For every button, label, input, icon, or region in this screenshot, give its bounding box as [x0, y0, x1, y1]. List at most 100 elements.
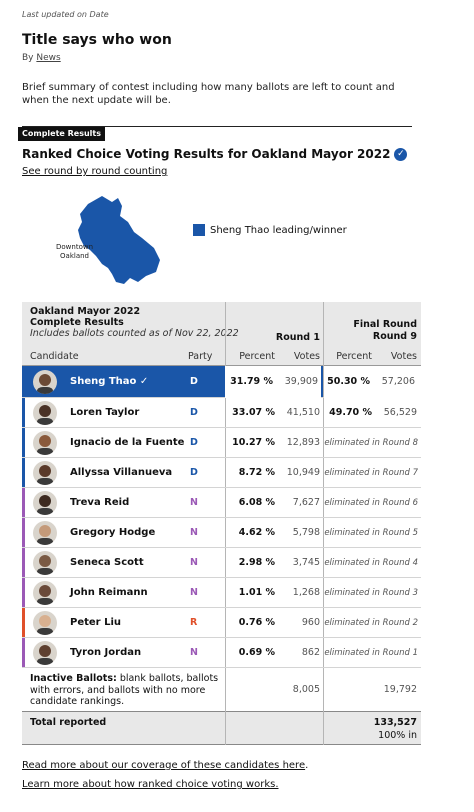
avatar-image [33, 581, 57, 605]
avatar-image [33, 491, 57, 515]
divider [323, 578, 324, 607]
candidate-name: Gregory Hodge [70, 527, 155, 538]
round1-header: Round 1 [275, 332, 320, 343]
coverage-link[interactable]: Read more about our coverage of these ca… [22, 760, 306, 771]
coverage-link-suffix: . [305, 760, 309, 771]
rcv-explainer-link[interactable]: Learn more about how ranked choice votin… [22, 779, 279, 790]
divider [225, 548, 226, 577]
footer-link1-wrap: Read more about our coverage of these ca… [22, 760, 308, 771]
avatar-image [33, 551, 57, 575]
col-percent-r9: Percent [336, 351, 372, 362]
candidate-row: Seneca Scott N 2.98 % 3,745 eliminated in Ro… [22, 548, 421, 578]
candidate-avatar [33, 581, 57, 605]
round1-percent: 1.01 % [238, 587, 275, 598]
round1-percent: 8.72 % [238, 467, 275, 478]
round1-votes: 39,909 [282, 376, 320, 387]
party-stripe [22, 548, 25, 577]
candidate-name: Treva Reid [70, 497, 129, 508]
round1-percent: 4.62 % [238, 527, 275, 538]
candidate-name-text: Tyron Jordan [70, 647, 142, 658]
party-stripe [22, 578, 25, 607]
divider [323, 458, 324, 487]
footer-link2-wrap: Learn more about how ranked choice votin… [22, 779, 279, 790]
divider [225, 458, 226, 487]
candidate-avatar [33, 370, 57, 394]
divider [323, 488, 324, 517]
col-votes-r9: Votes [390, 351, 417, 362]
summary-text: Brief summary of contest including how m… [22, 82, 395, 106]
candidate-name-text: Loren Taylor [70, 407, 140, 418]
final-round-line1: Final Round [353, 319, 417, 330]
round1-percent: 6.08 % [238, 497, 275, 508]
elimination-note: eliminated in Round 7 [324, 468, 418, 478]
candidate-name: Loren Taylor [70, 407, 139, 418]
divider [323, 712, 324, 745]
round1-votes: 3,745 [292, 557, 320, 568]
map-label-line1: Downtown [56, 243, 94, 251]
round1-percent: 0.69 % [238, 647, 275, 658]
oakland-map [78, 196, 160, 284]
round1-votes: 1,268 [292, 587, 320, 598]
divider [225, 578, 226, 607]
elimination-note: eliminated in Round 3 [324, 588, 418, 598]
avatar-image [33, 401, 57, 425]
divider [225, 488, 226, 517]
candidate-name-text: Seneca Scott [70, 557, 144, 568]
byline-link[interactable]: News [36, 53, 61, 63]
party-stripe [22, 518, 25, 547]
divider [225, 398, 226, 427]
final-round-line2: Round 9 [372, 331, 417, 342]
total-row: Total reported 133,527 100% in [22, 712, 421, 745]
contest-name: Oakland Mayor 2022 [30, 306, 141, 317]
column-headers: Candidate Party Percent Votes Percent Vo… [22, 346, 421, 366]
final-percent: 50.30 % [325, 376, 372, 387]
winner-check-icon: ✓ [139, 376, 149, 387]
candidate-party: D [190, 437, 198, 448]
party-stripe [22, 366, 25, 397]
party-stripe [22, 398, 25, 427]
candidate-avatar [33, 461, 57, 485]
round1-percent: 10.27 % [232, 437, 275, 448]
divider [225, 518, 226, 547]
candidate-rows: Sheng Thao ✓ D 31.79 % 39,909 50.30 % 57,206 L… [22, 366, 421, 668]
elimination-note: eliminated in Round 4 [324, 558, 418, 568]
inactive-description: blank ballots, ballots with errors, and … [30, 673, 219, 707]
elimination-note: eliminated in Round 1 [324, 648, 418, 658]
final-round-header: Final Round Round 9 [353, 319, 417, 343]
map-label-line2: Oakland [60, 252, 89, 260]
round1-votes: 7,627 [292, 497, 320, 508]
candidate-avatar [33, 611, 57, 635]
inactive-votes-r9: 19,792 [383, 684, 417, 695]
legend-label: Sheng Thao leading/winner [210, 224, 347, 236]
rcv-title-text: Ranked Choice Voting Results for Oakland… [22, 147, 391, 161]
rcv-title: Ranked Choice Voting Results for Oakland… [22, 147, 408, 161]
round1-votes: 960 [301, 617, 320, 628]
candidate-avatar [33, 401, 57, 425]
final-percent: 49.70 % [329, 407, 372, 418]
candidate-row: Peter Liu R 0.76 % 960 eliminated in Round 2 [22, 608, 421, 638]
avatar-image [33, 641, 57, 665]
results-table: Oakland Mayor 2022 Complete Results Incl… [22, 302, 421, 745]
map-label: Downtown Oakland [56, 243, 93, 261]
round-by-round-link[interactable]: See round by round counting [22, 166, 168, 177]
round1-percent: 0.76 % [238, 617, 275, 628]
elimination-note: eliminated in Round 2 [324, 618, 418, 628]
complete-results-badge: Complete Results [18, 127, 106, 141]
complete-label: Complete Results [30, 317, 124, 328]
candidate-row: Tyron Jordan N 0.69 % 862 eliminated in Roun… [22, 638, 421, 668]
total-percent-in: 100% in [378, 730, 417, 741]
divider [225, 428, 226, 457]
byline: By News [22, 53, 61, 63]
divider [323, 428, 324, 457]
candidate-name: Tyron Jordan [70, 647, 141, 658]
candidate-avatar [33, 431, 57, 455]
candidate-avatar [33, 491, 57, 515]
avatar-image [33, 370, 57, 394]
table-header: Oakland Mayor 2022 Complete Results Incl… [22, 302, 421, 346]
candidate-name-text: Gregory Hodge [70, 527, 156, 538]
candidate-party: D [190, 407, 198, 418]
candidate-name-text: John Reimann [70, 587, 148, 598]
elimination-note: eliminated in Round 6 [324, 498, 418, 508]
divider [323, 638, 324, 667]
round1-percent: 2.98 % [238, 557, 275, 568]
